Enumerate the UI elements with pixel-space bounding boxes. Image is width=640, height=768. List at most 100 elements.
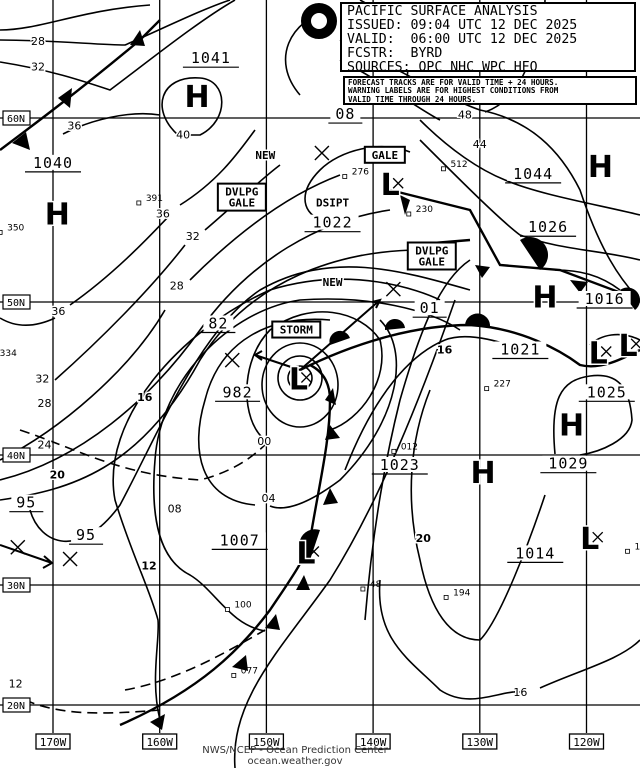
lat-label-box — [2, 577, 31, 593]
forecaster: FCSTR: BYRD — [347, 46, 443, 61]
lon-label-box — [462, 733, 498, 750]
grid-labels: 170W 160W 150W 140W 130W 120W 60N 50N 40N 30N 20N — [2, 110, 605, 750]
warning-line: STORM — [280, 324, 313, 337]
pressure-value-label: 1026 — [520, 218, 577, 237]
high-pressure-center: H — [469, 454, 497, 492]
pressure-value: 1016 — [585, 290, 625, 308]
lat-label: 50N — [7, 298, 25, 309]
label-background — [414, 300, 445, 316]
low-center-x-icon — [392, 177, 404, 189]
lat-label-box — [2, 294, 31, 310]
cold-front-triangle — [58, 88, 72, 108]
isobar-label: 44 — [473, 138, 487, 151]
pressure-value: 01 — [420, 299, 440, 317]
isobar-label: 08 — [168, 502, 182, 515]
pressure-value-label: 95 — [69, 526, 104, 545]
warning-text: GALE — [372, 149, 399, 162]
note-line: VALID TIME THROUGH 24 HOURS. — [348, 94, 477, 104]
label-background — [330, 106, 361, 122]
isobar — [364, 259, 471, 621]
pressure-value: 1041 — [191, 49, 231, 67]
isobar-label: 20 — [416, 532, 432, 545]
cold-front-triangle — [400, 195, 410, 215]
isobar-labels: 28 32 36 40 36 32 28 36 32 28 24 20 16 12 12 08 04 00 16 20… — [7, 34, 529, 701]
forecast-position-x-icon — [314, 145, 330, 161]
lon-label-box — [142, 733, 178, 750]
label-background — [494, 341, 547, 357]
high-pressure-center: H — [531, 279, 559, 317]
center-letter: H — [559, 408, 584, 443]
warning-box — [406, 241, 457, 271]
high-pressure-center: H — [586, 148, 614, 186]
valid-time: VALID: 06:00 UTC 12 DEC 2025 — [347, 32, 578, 47]
warning-text: NEW — [255, 149, 275, 162]
cold-front-triangle — [130, 30, 145, 46]
warm-front-semicircle — [520, 236, 549, 270]
label-background — [213, 532, 266, 548]
isobar — [0, 4, 151, 31]
track-arrow — [0, 544, 54, 569]
forecast-position-x-icon — [10, 539, 26, 555]
pressure-value-label: 1016 — [576, 290, 633, 309]
lat-label: 60N — [7, 114, 25, 125]
pressure-value-label: 1044 — [505, 165, 562, 184]
station-value: 012 — [401, 442, 418, 452]
lon-label: 170W — [40, 736, 67, 749]
pressure-value: 1023 — [380, 456, 420, 474]
label-background — [306, 214, 359, 230]
isobar-label: 28 — [170, 279, 184, 292]
cold-front-triangle — [325, 388, 336, 405]
isobar-label: 04 — [262, 492, 276, 505]
high-pressure-center: H — [183, 79, 211, 117]
footer-credit: NWS/NCEP - Ocean Prediction Center — [202, 745, 388, 756]
low-pressure-center: L — [295, 535, 320, 573]
footer-url[interactable]: ocean.weather.gov — [247, 756, 343, 767]
warning-text: DSIPT — [316, 197, 349, 210]
label-background — [522, 219, 575, 235]
center-letter: L — [296, 537, 315, 572]
station-marker — [0, 229, 3, 235]
station-value: 350 — [7, 223, 24, 233]
station-value: 230 — [416, 205, 433, 215]
warning-label: NEW — [321, 274, 344, 290]
isobar-label: 32 — [31, 61, 45, 74]
isobar-label: 20 — [50, 469, 66, 482]
lon-label-box — [355, 733, 391, 750]
isobar — [0, 0, 231, 46]
isobar-label: 24 — [37, 438, 51, 451]
occluded-front — [299, 323, 640, 372]
label-background — [203, 315, 234, 331]
station-value: 227 — [494, 380, 511, 390]
warning-text: DVLPG GALE — [225, 186, 258, 210]
isobar — [277, 355, 323, 401]
center-letter: H — [532, 280, 557, 315]
low-pressure-center: L — [379, 167, 404, 205]
station-value: 276 — [352, 167, 369, 177]
pressure-value-label: 1029 — [540, 455, 597, 474]
isobar-label: 36 — [67, 119, 81, 132]
isobar — [112, 278, 441, 721]
lon-label-box — [248, 733, 285, 750]
station-value: 334 — [0, 349, 17, 359]
station-value: 391 — [146, 194, 163, 204]
lon-label: 140W — [360, 736, 387, 749]
lon-label: 130W — [467, 736, 494, 749]
station-value: 194 — [453, 588, 470, 598]
station-marker — [625, 548, 630, 554]
pressure-value: 1026 — [528, 218, 568, 236]
low-center-x-icon — [630, 338, 640, 350]
isobar — [0, 249, 421, 501]
cold-front-triangle — [296, 575, 310, 590]
isobar — [378, 579, 640, 700]
isobar-label: 48 — [458, 108, 472, 121]
label-background — [184, 50, 237, 66]
cold-front-triangle — [232, 655, 248, 671]
track-arrow — [299, 298, 382, 371]
lat-label: 30N — [7, 581, 25, 592]
isobar — [419, 119, 640, 216]
station-marker — [342, 174, 348, 179]
low-pressure-center: L — [617, 327, 640, 365]
cold-front — [389, 188, 640, 302]
